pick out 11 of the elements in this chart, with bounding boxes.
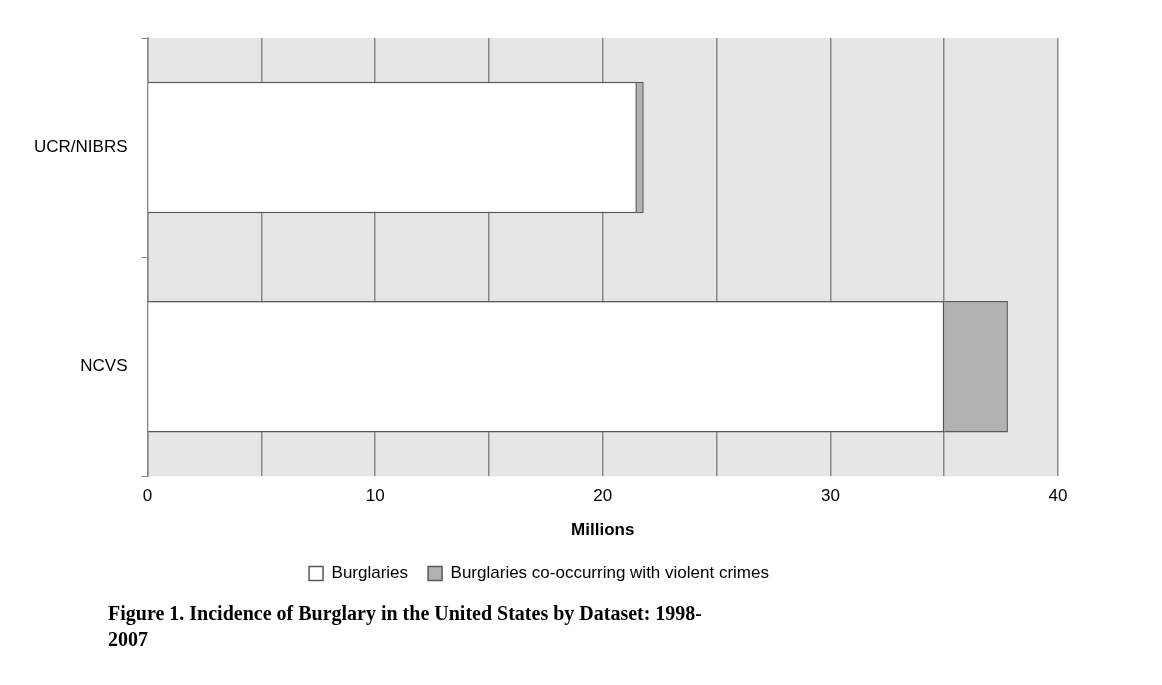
x-tick-label: 0	[142, 486, 153, 506]
x-tick-label: 30	[820, 486, 840, 506]
y-tick-label: UCR/NIBRS	[33, 137, 128, 157]
x-tick-label: 40	[1048, 486, 1068, 506]
legend-label: Burglaries co-occurring with violent crimes	[450, 563, 769, 583]
y-tick-label: NCVS	[80, 356, 128, 376]
x-tick-label: 20	[593, 486, 613, 506]
x-tick-label: 10	[365, 486, 385, 506]
text: Figure 1. Incidence of Burglary in the United States by Dataset: 1998-2007	[108, 601, 704, 652]
legend-label: Burglaries	[331, 563, 409, 583]
x-axis-title: Millions	[571, 520, 635, 540]
